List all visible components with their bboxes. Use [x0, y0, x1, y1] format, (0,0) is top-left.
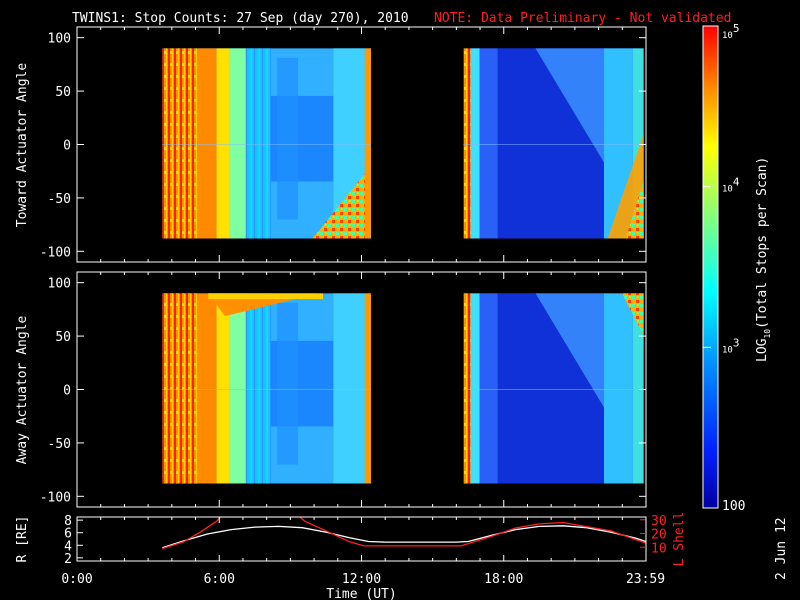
- y-tick-label: 100: [48, 32, 71, 47]
- orbit-frame: [76, 516, 647, 562]
- orbit-right-tick-label: 20: [651, 528, 667, 543]
- orbit-left-axis-label: R [RE]: [15, 516, 30, 563]
- x-tick-label: 12:00: [342, 572, 381, 587]
- y-axis-label: Toward Actuator Angle: [15, 63, 30, 228]
- x-tick-label: 0:00: [61, 572, 92, 587]
- y-axis-label: Away Actuator Angle: [15, 315, 30, 464]
- colorbar-gradient: [703, 26, 718, 508]
- colorbar-label: LOG10(Total Stops per Scan): [755, 157, 772, 362]
- colorbar-tick-label: 100: [722, 499, 745, 514]
- orbit-left-tick-label: 4: [64, 539, 72, 554]
- y-tick-label: -100: [40, 490, 71, 505]
- chart-title: TWINS1: Stop Counts: 27 Sep (day 270), 2…: [72, 11, 409, 26]
- orbit-right-tick-label: 10: [651, 541, 667, 556]
- l-shell-line: [162, 517, 646, 550]
- y-tick-label: -50: [48, 192, 71, 207]
- preliminary-note: NOTE: Data Preliminary - Not validated: [434, 11, 731, 26]
- y-tick-label: -50: [48, 437, 71, 452]
- heatmap-block-2: [463, 293, 644, 484]
- y-tick-label: 50: [55, 330, 71, 345]
- date-stamp: 2 Jun 12: [774, 517, 789, 580]
- y-tick-label: -100: [40, 245, 71, 260]
- orbit-left-tick-label: 8: [64, 514, 72, 529]
- heatmap-block-1: [162, 48, 371, 239]
- orbit-left-tick-label: 6: [64, 527, 72, 542]
- colorbar: 105 104 103 100 LOG10(Total Stops per Scan): [702, 22, 772, 514]
- x-tick-label: 6:00: [204, 572, 235, 587]
- colorbar-tick-label: 103: [722, 336, 739, 355]
- y-tick-label: 0: [63, 384, 71, 399]
- orbit-r-line: [162, 525, 646, 549]
- orbit-left-tick-label: 2: [64, 552, 72, 567]
- y-tick-label: 50: [55, 85, 71, 100]
- heatmap-block-2: [463, 48, 644, 239]
- y-tick-label: 0: [63, 139, 71, 154]
- heatmap-block-1: [162, 293, 371, 484]
- orbit-right-tick-label: 30: [651, 514, 667, 529]
- y-tick-label: 100: [48, 277, 71, 292]
- orbit-right-axis-label: L Shell: [672, 512, 687, 567]
- x-tick-label: 18:00: [484, 572, 523, 587]
- x-axis-label: Time (UT): [326, 587, 396, 600]
- colorbar-tick-label: 105: [722, 22, 739, 41]
- x-tick-label: 23:59: [626, 572, 665, 587]
- colorbar-tick-label: 104: [722, 176, 740, 195]
- bottom-heatmap-panel: 100 50 0 -50 -100 Away Actuator Angle: [15, 271, 647, 508]
- top-heatmap-panel: 100 50 0 -50 -100 Toward Actuator Angle: [15, 26, 647, 263]
